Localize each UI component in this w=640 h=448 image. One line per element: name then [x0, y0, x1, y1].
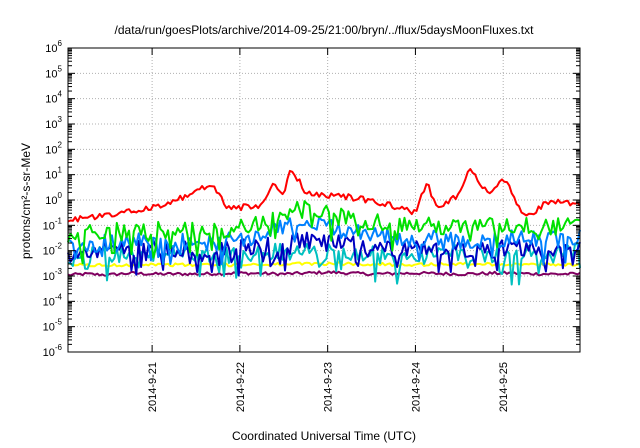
y-tick-label: 10-4	[43, 292, 63, 308]
y-tick-label: 102	[45, 140, 62, 156]
x-tick-label: 2014-9-21	[147, 362, 159, 412]
y-tick-label: 10-6	[43, 343, 63, 359]
x-axis-label: Coordinated Universal Time (UTC)	[232, 429, 416, 443]
series-line-2	[67, 261, 581, 268]
series-line-6	[67, 200, 581, 265]
y-tick-label: 10-5	[43, 318, 63, 334]
x-tick-label: 2014-9-22	[235, 362, 247, 412]
y-tick-label: 10-3	[43, 267, 63, 283]
x-tick-label: 2014-9-23	[323, 362, 335, 412]
y-tick-label: 104	[45, 90, 62, 106]
y-tick-label: 10-1	[43, 216, 63, 232]
series-line-1	[67, 270, 581, 277]
series-layer	[67, 168, 581, 286]
y-axis-ticks: 10-6 10-5 10-4 10-3 10-2 10-1 100 101 102 103 104 1…	[43, 39, 580, 359]
series-line-7	[67, 168, 581, 223]
chart-title: /data/run/goesPlots/archive/2014-09-25/2…	[115, 23, 535, 37]
y-axis-label: protons/cm²-s-sr-MeV	[19, 143, 33, 259]
x-tick-label: 2014-9-25	[498, 362, 510, 412]
y-tick-label: 103	[45, 115, 62, 131]
y-tick-label: 101	[45, 166, 62, 182]
x-tick-label: 2014-9-24	[410, 362, 422, 412]
grid	[68, 48, 580, 352]
x-axis-ticks: 2014-9-21 2014-9-22 2014-9-23 2014-9-24 2014…	[147, 48, 510, 412]
y-tick-label: 10-2	[43, 242, 63, 258]
y-tick-label: 100	[45, 191, 62, 207]
y-tick-label: 106	[45, 39, 62, 55]
y-tick-label: 105	[45, 64, 62, 80]
